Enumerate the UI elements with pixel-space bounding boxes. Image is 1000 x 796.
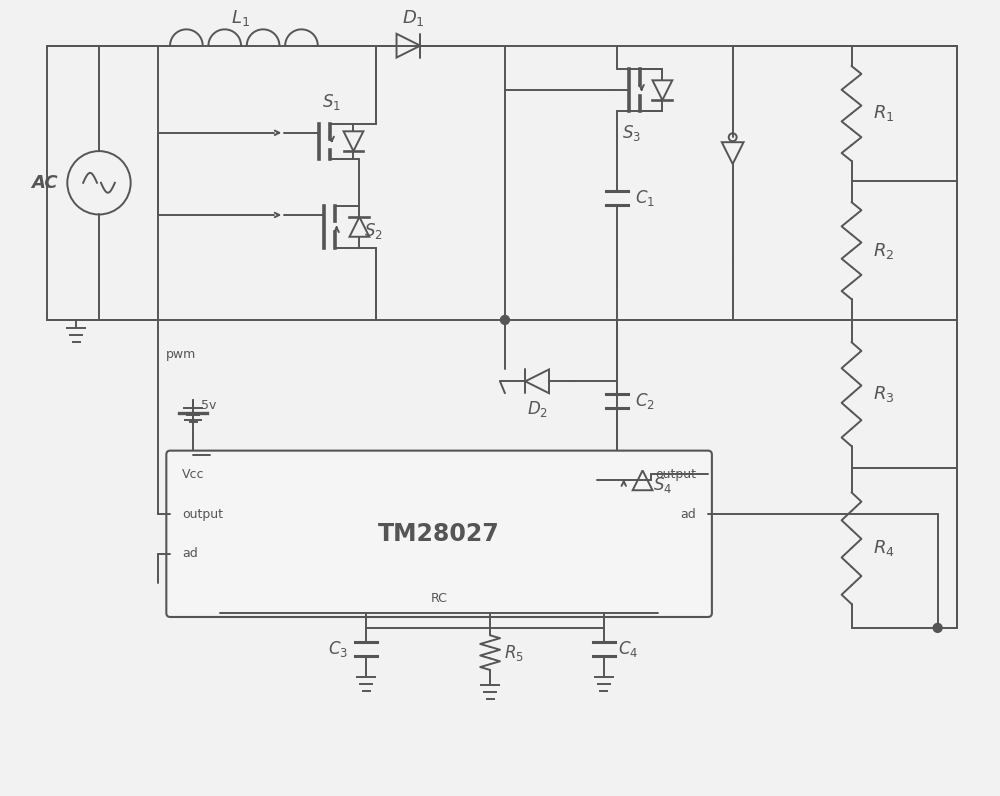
Text: $D_1$: $D_1$ xyxy=(402,8,425,28)
Text: $R_1$: $R_1$ xyxy=(873,103,895,123)
Text: $R_4$: $R_4$ xyxy=(873,538,895,558)
Text: AC: AC xyxy=(31,174,58,192)
Text: $R_3$: $R_3$ xyxy=(873,384,895,404)
Text: $S_4$: $S_4$ xyxy=(653,475,673,495)
Text: $C_3$: $C_3$ xyxy=(328,638,349,658)
Text: $C_1$: $C_1$ xyxy=(635,188,655,208)
Circle shape xyxy=(933,623,942,632)
Text: $C_2$: $C_2$ xyxy=(635,391,655,411)
Text: RC: RC xyxy=(431,591,448,605)
Text: $S_3$: $S_3$ xyxy=(622,123,641,143)
Text: TM28027: TM28027 xyxy=(378,522,500,546)
Text: $C_4$: $C_4$ xyxy=(618,638,638,658)
Text: pwm: pwm xyxy=(166,348,197,361)
Text: $D_2$: $D_2$ xyxy=(527,399,548,419)
Text: $R_5$: $R_5$ xyxy=(504,642,524,662)
Text: $S_1$: $S_1$ xyxy=(322,92,341,112)
FancyBboxPatch shape xyxy=(166,451,712,617)
Text: $S_2$: $S_2$ xyxy=(364,221,383,241)
Text: output: output xyxy=(182,508,223,521)
Text: $R_2$: $R_2$ xyxy=(873,240,895,260)
Text: $L_1$: $L_1$ xyxy=(231,8,250,28)
Text: 5v: 5v xyxy=(201,399,216,412)
Text: ad: ad xyxy=(680,508,696,521)
Text: output: output xyxy=(655,468,696,481)
Text: ad: ad xyxy=(182,547,198,560)
Text: Vcc: Vcc xyxy=(182,468,205,481)
Circle shape xyxy=(500,315,509,325)
